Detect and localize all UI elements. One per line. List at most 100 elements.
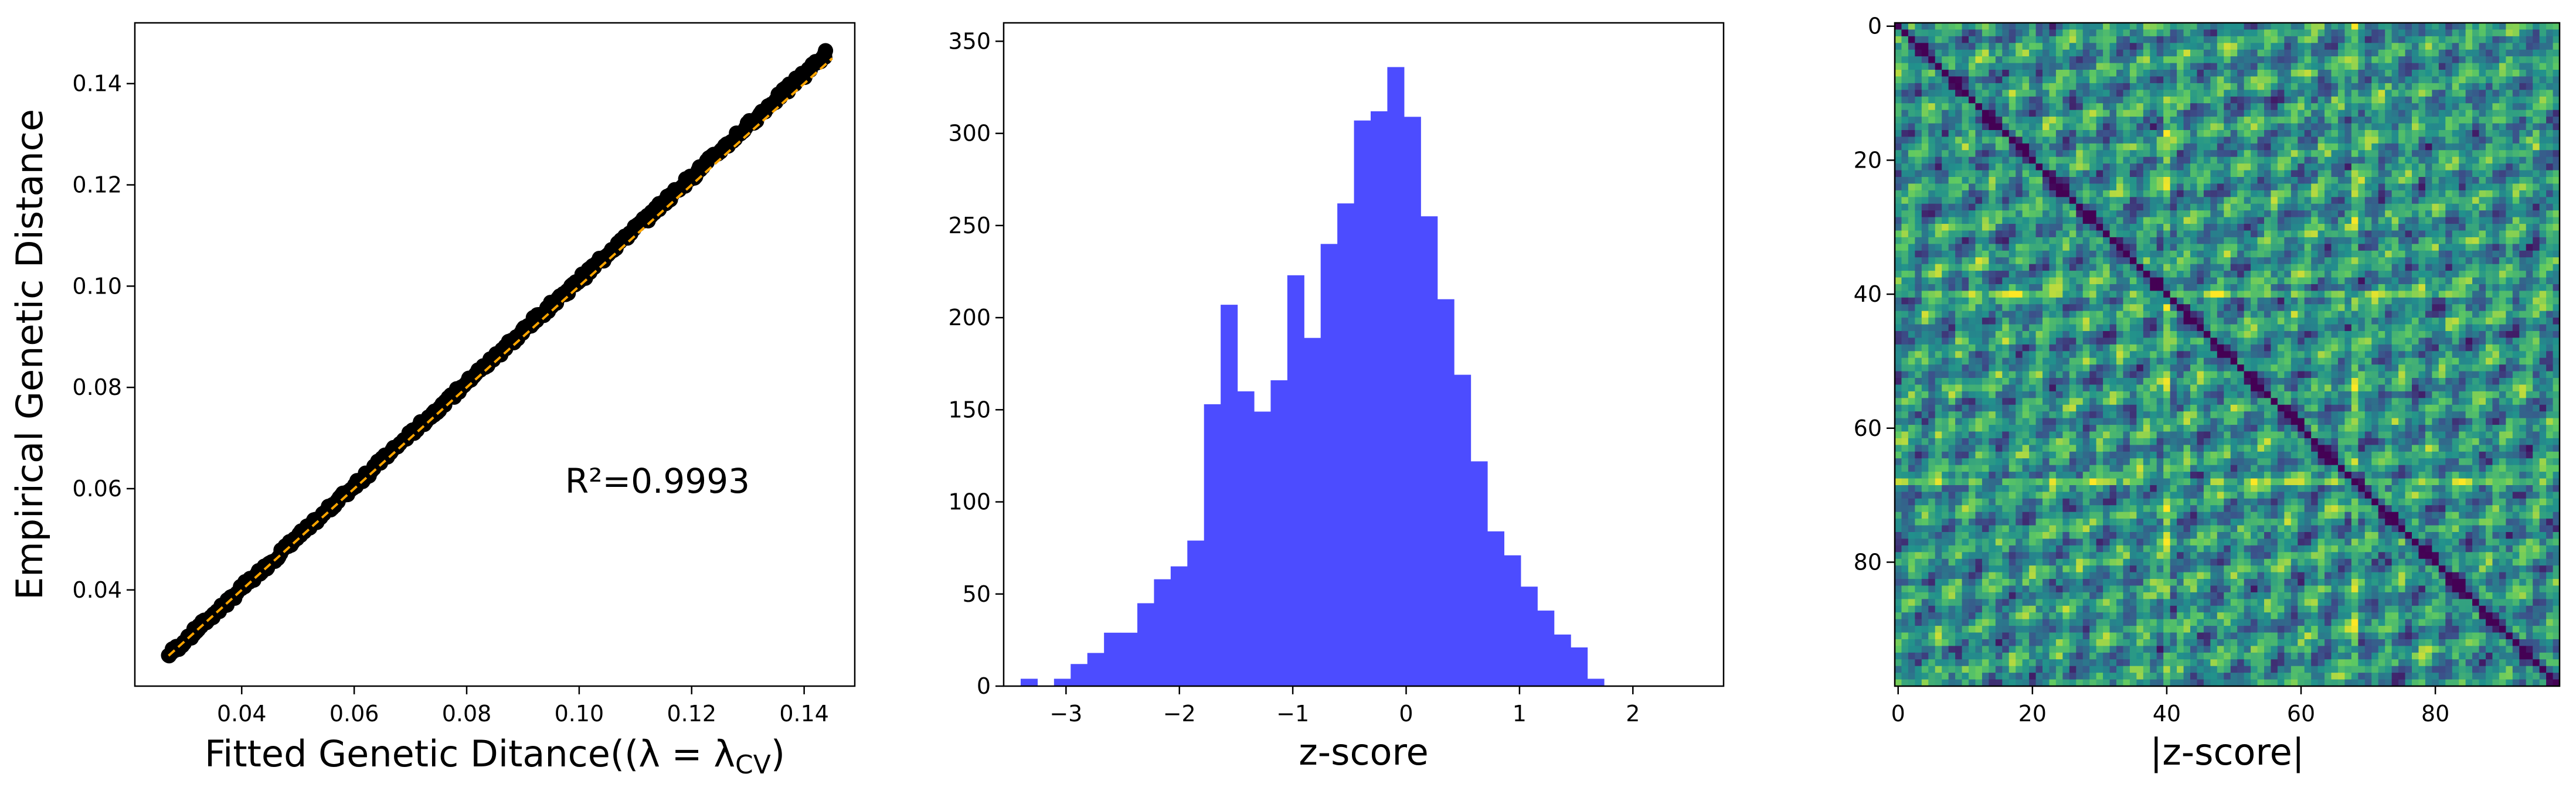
- heatmap-cell: [2432, 318, 2439, 325]
- heatmap-cell: [2076, 163, 2084, 171]
- heatmap-cell: [1921, 250, 1929, 258]
- heatmap-cell: [2203, 304, 2211, 312]
- heatmap-cell: [2217, 49, 2224, 57]
- heatmap-cell: [2109, 176, 2117, 184]
- heatmap-cell: [1921, 156, 1929, 164]
- heatmap-cell: [2123, 244, 2130, 251]
- heatmap-cell: [1908, 297, 1915, 305]
- heatmap-cell: [2459, 163, 2466, 171]
- heatmap-cell: [2553, 311, 2560, 318]
- heatmap-cell: [2358, 217, 2366, 224]
- heatmap-cell: [2129, 156, 2137, 164]
- heatmap-cell: [2445, 291, 2453, 298]
- heatmap-cell: [2351, 56, 2358, 64]
- heatmap-cell: [2116, 150, 2123, 158]
- heatmap-cell: [2076, 76, 2084, 84]
- heatmap-cell: [2163, 129, 2171, 137]
- heatmap-cell: [1982, 311, 1989, 318]
- heatmap-cell: [2506, 237, 2513, 244]
- heatmap-cell: [2418, 190, 2426, 197]
- heatmap-cell: [2257, 250, 2265, 258]
- heatmap-cell: [2244, 197, 2251, 204]
- heatmap-cell: [2257, 237, 2265, 244]
- heatmap-cell: [2264, 137, 2271, 144]
- heatmap-cell: [2290, 76, 2298, 84]
- heatmap-cell: [2304, 257, 2312, 265]
- heatmap-cell: [1982, 183, 1989, 191]
- heatmap-cell: [2244, 117, 2251, 124]
- heatmap-cell: [1895, 23, 1902, 30]
- heatmap-cell: [2049, 291, 2057, 298]
- heatmap-cell: [2136, 217, 2144, 224]
- heatmap-cell: [2385, 176, 2393, 184]
- heatmap-cell: [2089, 83, 2097, 90]
- heatmap-cell: [2539, 183, 2547, 191]
- heatmap-cell: [2203, 264, 2211, 271]
- heatmap-cell: [2499, 49, 2506, 57]
- heatmap-cell: [1928, 117, 1936, 124]
- heatmap-cell: [2002, 123, 2010, 131]
- heatmap-cell: [2049, 284, 2057, 291]
- heatmap-cell: [2076, 117, 2084, 124]
- heatmap-cell: [1962, 117, 1969, 124]
- heatmap-cell: [2519, 203, 2527, 211]
- heatmap-cell: [2116, 244, 2123, 251]
- heatmap-cell: [2432, 210, 2439, 218]
- heatmap-cell: [2371, 297, 2379, 305]
- heatmap-cell: [2519, 70, 2527, 77]
- heatmap-cell: [2224, 110, 2231, 117]
- heatmap-cell: [2284, 36, 2292, 43]
- heatmap-cell: [2533, 291, 2540, 298]
- heatmap-cell: [2271, 36, 2278, 43]
- heatmap-cell: [2170, 163, 2177, 171]
- heatmap-cell: [2506, 143, 2513, 151]
- heatmap-cell: [1995, 210, 2003, 218]
- heatmap-cell: [1962, 250, 1969, 258]
- heatmap-cell: [2230, 203, 2238, 211]
- heatmap-cell: [2103, 291, 2111, 298]
- heatmap-cell: [2237, 264, 2245, 271]
- heatmap-cell: [2304, 217, 2312, 224]
- heatmap-cell: [2465, 163, 2473, 171]
- heatmap-cell: [1989, 123, 1996, 131]
- heatmap-cell: [1975, 311, 1983, 318]
- heatmap-cell: [2405, 90, 2412, 97]
- heatmap-cell: [2076, 237, 2084, 244]
- heatmap-cell: [2438, 56, 2446, 64]
- heatmap-cell: [2244, 70, 2251, 77]
- heatmap-cell: [2123, 156, 2130, 164]
- heatmap-cell: [2391, 70, 2399, 77]
- heatmap-cell: [2264, 103, 2271, 111]
- heatmap-cell: [2055, 224, 2063, 231]
- heatmap-cell: [2277, 203, 2285, 211]
- heatmap-cell: [2492, 56, 2500, 64]
- heatmap-cell: [2459, 43, 2466, 50]
- heatmap-cell: [2197, 203, 2204, 211]
- heatmap-cell: [2251, 237, 2258, 244]
- heatmap-cell: [1948, 324, 1956, 332]
- heatmap-cell: [2479, 170, 2486, 178]
- heatmap-cell: [2055, 49, 2063, 57]
- heatmap-cell: [2156, 117, 2164, 124]
- heatmap-cell: [1895, 123, 1902, 131]
- heatmap-cell: [2539, 203, 2547, 211]
- heatmap-cell: [1962, 23, 1969, 30]
- heatmap-cell: [2043, 203, 2050, 211]
- heatmap-cell: [2203, 56, 2211, 64]
- heatmap-cell: [2116, 217, 2123, 224]
- heatmap-cell: [1969, 230, 1976, 238]
- heatmap-cell: [2344, 56, 2352, 64]
- heatmap-cell: [2016, 271, 2023, 278]
- heatmap-cell: [2512, 284, 2520, 291]
- heatmap-cell: [2123, 70, 2130, 77]
- heatmap-cell: [2103, 250, 2111, 258]
- heatmap-cell: [2143, 76, 2150, 84]
- heatmap-cell: [2486, 123, 2493, 131]
- heatmap-cell: [2002, 217, 2010, 224]
- heatmap-cell: [2271, 90, 2278, 97]
- heatmap-cell: [2452, 170, 2459, 178]
- histogram-bar: [1537, 611, 1555, 686]
- heatmap-cell: [2304, 43, 2312, 50]
- heatmap-cell: [2136, 197, 2144, 204]
- heatmap-cell: [2432, 90, 2439, 97]
